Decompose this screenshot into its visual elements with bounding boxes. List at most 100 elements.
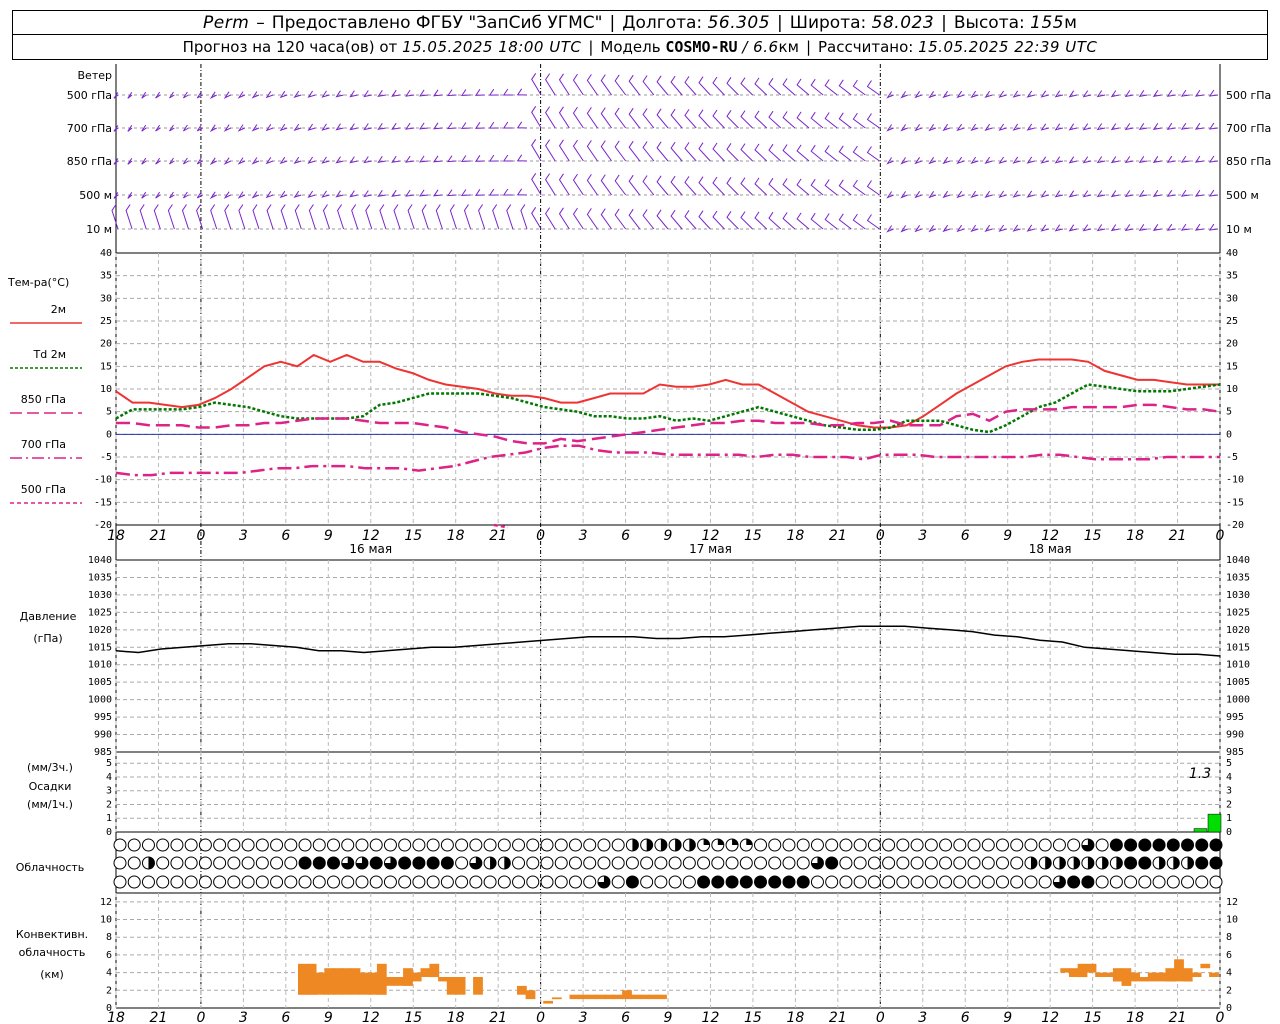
cloud-circle [924, 856, 938, 870]
wind-barb [1040, 190, 1049, 198]
wind-barb [141, 91, 147, 99]
pres-tick-right: 1000 [1226, 695, 1250, 706]
cloud-circle [241, 875, 255, 889]
cloud-fill-3q [384, 857, 397, 870]
wind-barb [740, 177, 753, 196]
wind-barb [614, 208, 627, 230]
wind-barb [1026, 156, 1035, 164]
wind-barb [928, 225, 937, 233]
wind-barb [502, 88, 513, 96]
cloud-circle [867, 856, 881, 870]
x-tick-hour-bottom: 18 [447, 1010, 465, 1024]
x-tick-hour-bottom: 3 [239, 1010, 248, 1024]
wind-barb [754, 143, 768, 162]
precip-unit-3h: (мм/3ч.) [27, 761, 73, 774]
wind-barb [1110, 90, 1120, 98]
cloud-fill-half [1059, 857, 1066, 869]
cloud-fill-half [660, 839, 667, 851]
cloud-circle [327, 875, 341, 889]
cloud-circle [896, 856, 910, 870]
wind-barb [928, 157, 937, 165]
wind-barb [852, 179, 866, 196]
wind-barb [520, 204, 528, 230]
conv-bar [1060, 968, 1071, 973]
wind-barb [754, 77, 768, 96]
cloud-circle [839, 856, 853, 870]
x-tick-hour: 15 [404, 528, 422, 544]
cloud-circle [583, 875, 597, 889]
conv-bar [438, 977, 448, 982]
cloud-fill-full [726, 876, 739, 888]
wind-barb [726, 143, 739, 162]
wind-barb [502, 154, 513, 162]
wind-barb [1138, 123, 1148, 130]
temp-tick-right: 0 [1226, 429, 1232, 440]
wind-barb [335, 190, 344, 198]
cloud-fill-full [740, 876, 753, 888]
cloud-fill-full [313, 857, 326, 869]
wind-barb [1208, 122, 1219, 130]
cloud-circle [810, 875, 824, 889]
wind-barb [796, 178, 810, 196]
wind-barb [914, 124, 922, 132]
calc-label: Рассчитано: [818, 38, 914, 56]
cloud-circle [825, 875, 839, 889]
cloud-circle [383, 875, 397, 889]
cloud-circle [127, 875, 141, 889]
wind-barb [614, 174, 627, 196]
wind-barb [670, 108, 683, 129]
wind-barb [349, 123, 358, 131]
wind-barb [545, 106, 556, 129]
x-tick-hour-bottom: 21 [489, 1010, 507, 1024]
wind-barb [942, 190, 951, 199]
cloud-circle [967, 856, 981, 870]
wind-barb [768, 110, 782, 129]
wind-barb [265, 191, 274, 199]
wind-barb [1054, 123, 1064, 131]
x-tick-hour: 21 [150, 528, 168, 544]
cloud-fill-full [1067, 876, 1080, 888]
x-tick-hour: 0 [536, 528, 545, 544]
pres-tick: 1035 [88, 572, 112, 583]
wind-barb [796, 78, 810, 96]
x-tick-hour-bottom: 15 [404, 1010, 422, 1024]
cloud-circle [198, 838, 212, 852]
wind-barb [852, 79, 866, 96]
wind-barb [1096, 123, 1106, 131]
wind-barb [900, 225, 908, 233]
cloud-circle [298, 838, 312, 852]
cloud-fill-full [299, 857, 312, 869]
wind-barb [1124, 224, 1134, 232]
x-tick-hour: 12 [362, 528, 380, 544]
cloud-fill-3q [469, 857, 482, 870]
wind-barb [252, 204, 260, 230]
conv-bar [613, 994, 624, 1000]
lon-value: 56.305 [707, 12, 771, 33]
wind-barb [460, 122, 471, 130]
cloud-circle [810, 838, 824, 852]
conv-bar [1200, 963, 1211, 969]
precip-tick: 1 [106, 813, 112, 824]
wind-barb [279, 190, 288, 199]
wind-barb [628, 107, 641, 129]
wind-barb [1138, 190, 1148, 197]
cloud-circle [981, 875, 995, 889]
x-tick-hour-bottom: 18 [786, 1010, 804, 1024]
pres-tick-right: 1025 [1226, 607, 1250, 618]
cloud-fill-full [398, 857, 411, 869]
wind-barb [251, 157, 260, 165]
conv-bar [1139, 977, 1149, 982]
conv-tick-right: 4 [1226, 968, 1232, 979]
wind-barb [838, 179, 852, 196]
wind-barb [545, 207, 556, 230]
cloud-circle [455, 875, 469, 889]
wind-barb [1040, 90, 1049, 98]
wind-barb [237, 157, 246, 165]
cloud-circle [611, 856, 625, 870]
wind-barb [1068, 90, 1078, 98]
wind-barb [363, 156, 372, 164]
cloud-fill-half [632, 839, 639, 851]
x-tick-hour-bottom: 21 [1169, 1010, 1187, 1024]
wind-barb [1054, 224, 1064, 232]
wind-barb [478, 204, 486, 230]
